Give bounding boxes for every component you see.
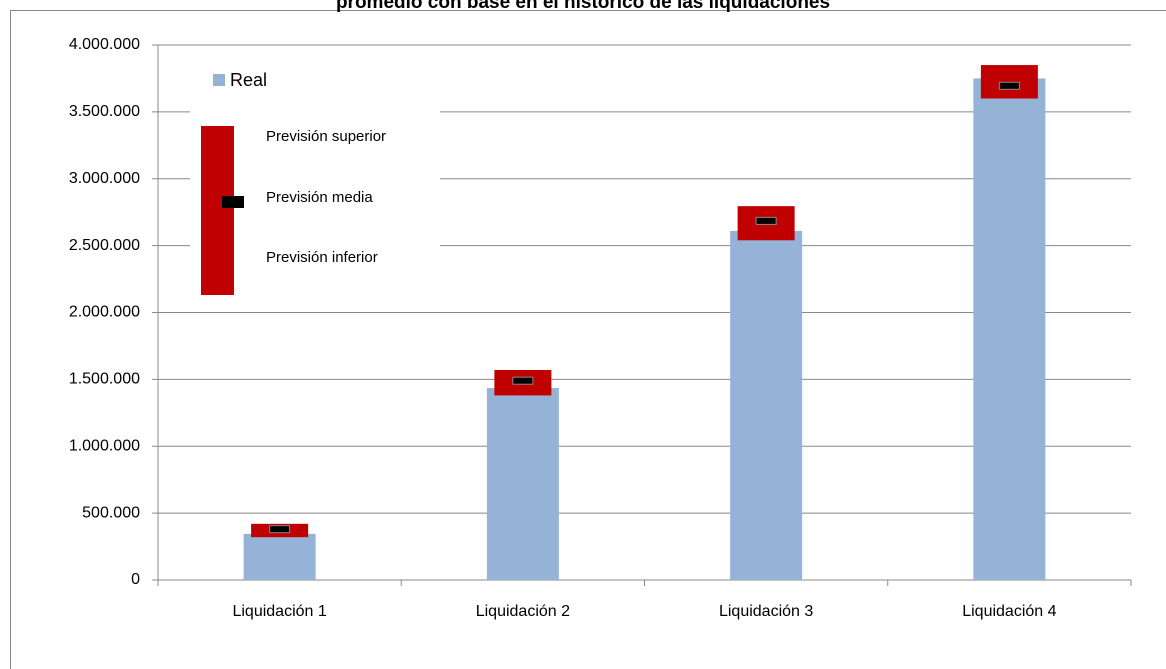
y-tick-label: 2.000.000 (69, 304, 140, 321)
forecast-mean (755, 216, 777, 225)
forecast-mean (269, 525, 291, 534)
legend-label: Previsión inferior (266, 249, 378, 266)
chart-title: promedio con base en el histórico de las… (336, 0, 830, 13)
legend-swatch (213, 74, 225, 86)
legend-label: Previsión media (266, 189, 373, 206)
y-tick-label: 1.000.000 (69, 437, 140, 454)
y-tick-label: 4.000.000 (69, 36, 140, 53)
legend-swatch (222, 196, 244, 208)
forecast-mean (998, 81, 1020, 90)
x-tick-label: Liquidación 1 (232, 603, 326, 620)
y-tick-label: 2.500.000 (69, 237, 140, 254)
y-tick-label: 3.000.000 (69, 170, 140, 187)
bar (486, 388, 559, 580)
legend-label: Real (230, 70, 267, 90)
y-tick-label: 500.000 (82, 504, 140, 521)
bar (243, 533, 316, 580)
x-tick-label: Liquidación 2 (476, 603, 570, 620)
x-tick-label: Liquidación 4 (962, 603, 1056, 620)
chart-border (10, 10, 1166, 669)
bar (730, 230, 803, 580)
y-tick-label: 0 (131, 571, 140, 588)
bar (973, 78, 1046, 580)
forecast-mean (512, 376, 534, 385)
legend-label: Previsión superior (266, 128, 386, 145)
y-tick-label: 3.500.000 (69, 103, 140, 120)
legend-swatch (201, 126, 234, 295)
x-tick-label: Liquidación 3 (719, 603, 813, 620)
forecast-range (980, 65, 1038, 99)
y-tick-label: 1.500.000 (69, 371, 140, 388)
